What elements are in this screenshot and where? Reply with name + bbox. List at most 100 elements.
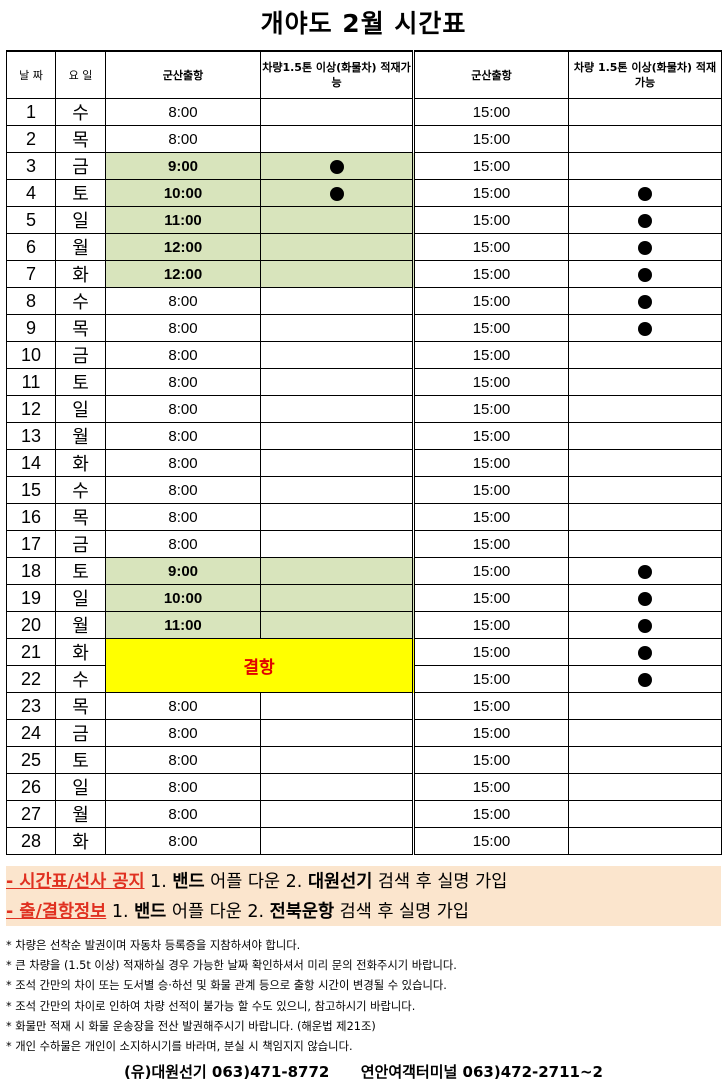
cargo-2-cell	[568, 287, 722, 315]
departure-2-cell: 15:00	[412, 287, 569, 315]
date-cell: 6	[6, 233, 56, 261]
date-cell: 2	[6, 125, 56, 153]
header-row: 날 짜 요 일 군산출항 차량1.5톤 이상(화물차) 적재가능 군산출항 차량…	[6, 50, 722, 99]
cargo-available-dot-icon	[638, 591, 652, 606]
day-cell: 화	[55, 260, 106, 288]
date-cell: 5	[6, 206, 56, 234]
table-row: 14 화 8:00 15:00	[6, 449, 722, 477]
day-cell: 수	[55, 665, 106, 693]
departure-1-cell: 8:00	[105, 773, 261, 801]
date-cell: 24	[6, 719, 56, 747]
cargo-2-cell	[568, 611, 722, 639]
day-cell: 토	[55, 746, 106, 774]
table-row: 6 월 12:00 15:00	[6, 233, 722, 261]
cargo-2-cell	[568, 827, 722, 855]
note: * 차량은 선착순 발권이며 자동차 등록증을 지참하셔야 합니다.	[6, 939, 301, 952]
cargo-2-cell	[568, 341, 722, 369]
departure-2-cell: 15:00	[412, 422, 569, 450]
departure-1-cell: 8:00	[105, 98, 261, 126]
date-cell: 26	[6, 773, 56, 801]
date-cell: 28	[6, 827, 56, 855]
cargo-2-cell	[568, 746, 722, 774]
table-row: 24 금 8:00 15:00	[6, 719, 722, 747]
notice-text: 어플 다운 2.	[204, 872, 308, 892]
cargo-available-dot-icon	[638, 213, 652, 228]
day-cell: 토	[55, 179, 106, 207]
table-row: 25 토 8:00 15:00	[6, 746, 722, 774]
departure-2-cell: 15:00	[412, 260, 569, 288]
table-row: 17 금 8:00 15:00	[6, 530, 722, 558]
departure-2-cell: 15:00	[412, 611, 569, 639]
table-row: 2 목 8:00 15:00	[6, 125, 722, 153]
departure-2-cell: 15:00	[412, 476, 569, 504]
departure-1-cell: 9:00	[105, 152, 261, 180]
cargo-available-dot-icon	[638, 294, 652, 309]
cargo-2-cell	[568, 152, 722, 180]
cargo-2-cell	[568, 665, 722, 693]
date-cell: 10	[6, 341, 56, 369]
departure-1-cell: 8:00	[105, 503, 261, 531]
cargo-2-cell	[568, 422, 722, 450]
cargo-2-cell	[568, 476, 722, 504]
table-row: 7 화 12:00 15:00	[6, 260, 722, 288]
date-cell: 27	[6, 800, 56, 828]
notice-text: 1.	[144, 872, 173, 892]
cargo-1-cell	[260, 422, 414, 450]
cargo-1-cell	[260, 584, 414, 612]
departure-1-cell: 8:00	[105, 449, 261, 477]
page-title: 개야도 2월 시간표	[260, 9, 467, 38]
header-date: 날 짜	[6, 50, 56, 99]
date-cell: 13	[6, 422, 56, 450]
table-row: 11 토 8:00 15:00	[6, 368, 722, 396]
date-cell: 23	[6, 692, 56, 720]
cargo-1-cell	[260, 773, 414, 801]
header-cargo-2: 차량 1.5톤 이상(화물차) 적재가능	[568, 50, 722, 99]
departure-2-cell: 15:00	[412, 638, 569, 666]
cargo-1-cell	[260, 746, 414, 774]
departure-1-cell: 8:00	[105, 341, 261, 369]
date-cell: 9	[6, 314, 56, 342]
departure-2-cell: 15:00	[412, 584, 569, 612]
notice-label: - 시간표/선사 공지	[6, 872, 145, 892]
departure-2-cell: 15:00	[412, 368, 569, 396]
departure-2-cell: 15:00	[412, 503, 569, 531]
table-row: 26 일 8:00 15:00	[6, 773, 722, 801]
company-phone: (유)대원선기 063)471-8772	[123, 1063, 330, 1081]
header-departure-2: 군산출항	[412, 50, 569, 99]
cargo-2-cell	[568, 179, 722, 207]
table-row: 27 월 8:00 15:00	[6, 800, 722, 828]
departure-1-cell: 8:00	[105, 368, 261, 396]
cargo-available-dot-icon	[329, 159, 344, 174]
day-cell: 월	[55, 800, 106, 828]
departure-1-cell: 8:00	[105, 476, 261, 504]
notice-text: 1.	[106, 902, 135, 922]
day-cell: 목	[55, 125, 106, 153]
departure-2-cell: 15:00	[412, 233, 569, 261]
cargo-1-cell	[260, 260, 414, 288]
cargo-available-dot-icon	[638, 240, 652, 255]
cargo-2-cell	[568, 449, 722, 477]
cargo-2-cell	[568, 503, 722, 531]
departure-2-cell: 15:00	[412, 98, 569, 126]
table-row: 28 화 8:00 15:00	[6, 827, 722, 855]
cargo-1-cell	[260, 206, 414, 234]
cargo-1-cell	[260, 125, 414, 153]
departure-2-cell: 15:00	[412, 314, 569, 342]
header-cargo-1: 차량1.5톤 이상(화물차) 적재가능	[260, 50, 414, 99]
cargo-1-cell	[260, 800, 414, 828]
date-cell: 19	[6, 584, 56, 612]
departure-2-cell: 15:00	[412, 341, 569, 369]
cargo-1-cell	[260, 827, 414, 855]
date-cell: 12	[6, 395, 56, 423]
cargo-available-dot-icon	[638, 618, 652, 633]
day-cell: 월	[55, 611, 106, 639]
cargo-1-cell	[260, 557, 414, 585]
notice-box	[6, 866, 721, 926]
cargo-2-cell	[568, 368, 722, 396]
cargo-1-cell	[260, 719, 414, 747]
cargo-1-cell	[260, 530, 414, 558]
cargo-1-cell	[260, 449, 414, 477]
table-row: 12 일 8:00 15:00	[6, 395, 722, 423]
departure-2-cell: 15:00	[412, 395, 569, 423]
cargo-2-cell	[568, 557, 722, 585]
